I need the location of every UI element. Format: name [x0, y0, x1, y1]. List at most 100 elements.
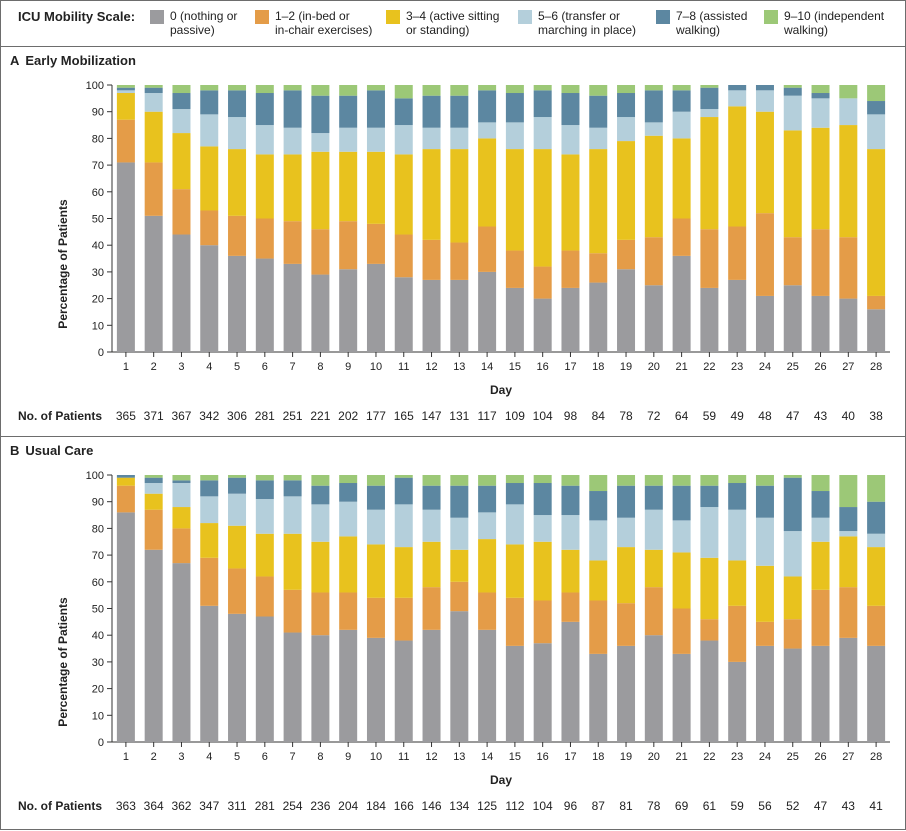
x-tick-label: 21	[675, 751, 687, 763]
x-tick-label: 19	[620, 751, 632, 763]
bar-segment	[339, 221, 358, 270]
y-tick-label: 90	[92, 497, 104, 509]
bar-segment	[617, 603, 636, 646]
x-tick-label: 23	[731, 751, 743, 763]
bar-segment	[700, 557, 719, 620]
bar-segment	[339, 475, 358, 484]
bar-segment	[783, 95, 802, 131]
bar-segment	[450, 242, 469, 280]
patient-count: 281	[254, 799, 275, 813]
bar-segment	[394, 504, 413, 548]
bar-segment	[339, 536, 358, 593]
bar-segment	[505, 250, 524, 288]
bar-segment	[478, 512, 497, 540]
x-tick-label: 9	[345, 751, 351, 763]
bar-segment	[311, 475, 330, 486]
patient-count: 78	[647, 799, 661, 813]
bar-segment	[700, 640, 719, 742]
bar-segment	[366, 475, 385, 486]
bar-segment	[339, 151, 358, 222]
patient-count: 165	[393, 409, 414, 423]
bar-segment	[339, 95, 358, 128]
bar-segment	[422, 629, 441, 742]
bar-segment	[172, 85, 191, 94]
legend-swatch	[150, 10, 164, 24]
x-tick-label: 15	[509, 361, 521, 373]
bar-segment	[867, 475, 886, 502]
x-tick-label: 14	[481, 361, 493, 373]
bar-segment	[422, 475, 441, 486]
x-axis-label: Day	[490, 773, 513, 787]
bar-segment	[755, 485, 774, 518]
bar-segment	[144, 477, 163, 484]
bar-stack	[394, 85, 413, 352]
patient-count: 311	[227, 799, 247, 813]
x-tick-label: 27	[842, 361, 854, 373]
bar-segment	[811, 85, 830, 94]
patient-count: 47	[786, 409, 800, 423]
y-tick-label: 40	[92, 240, 104, 252]
bar-segment	[672, 485, 691, 521]
bar-segment	[200, 90, 219, 115]
bar-segment	[283, 496, 302, 534]
x-tick-label: 8	[317, 751, 323, 763]
x-tick-label: 26	[814, 361, 826, 373]
bar-stack	[700, 85, 719, 352]
x-tick-label: 4	[206, 361, 212, 373]
bar-segment	[144, 215, 163, 352]
bar-segment	[672, 552, 691, 609]
bar-segment	[172, 109, 191, 134]
patient-count: 78	[619, 409, 633, 423]
bar-stack	[116, 475, 135, 742]
x-tick-label: 17	[564, 751, 576, 763]
bar-segment	[394, 477, 413, 505]
x-tick-label: 21	[675, 361, 687, 373]
bar-stack	[505, 85, 524, 352]
bar-segment	[172, 475, 191, 481]
bar-segment	[700, 475, 719, 486]
bar-segment	[144, 549, 163, 742]
bar-segment	[228, 255, 247, 352]
bar-segment	[505, 645, 524, 742]
x-tick-label: 11	[398, 361, 409, 373]
bar-segment	[505, 122, 524, 150]
x-tick-label: 12	[425, 751, 437, 763]
bar-segment	[589, 653, 608, 742]
bar-segment	[422, 127, 441, 150]
bar-stack	[672, 85, 691, 352]
patient-count: 72	[647, 409, 661, 423]
bar-segment	[422, 509, 441, 542]
bar-segment	[867, 149, 886, 296]
bar-stack	[283, 475, 302, 742]
x-tick-label: 6	[262, 361, 268, 373]
patient-count: 184	[365, 799, 386, 813]
y-tick-label: 60	[92, 187, 104, 199]
bar-segment	[561, 592, 580, 622]
bar-segment	[783, 85, 802, 88]
bar-segment	[867, 605, 886, 646]
bar-segment	[867, 501, 886, 534]
bar-stack	[867, 475, 886, 742]
x-axis-label: Day	[490, 383, 513, 397]
patient-count: 367	[171, 409, 192, 423]
bar-stack	[617, 85, 636, 352]
patient-count: 38	[869, 409, 883, 423]
bar-stack	[255, 85, 274, 352]
patient-count: 59	[730, 799, 744, 813]
bar-segment	[728, 483, 747, 510]
bar-segment	[644, 85, 663, 91]
legend-label: 3–4 (active sitting or standing)	[406, 9, 500, 37]
bar-segment	[172, 189, 191, 235]
x-tick-label: 7	[290, 751, 296, 763]
bar-segment	[478, 539, 497, 593]
bar-segment	[478, 138, 497, 227]
patient-count: 59	[702, 409, 717, 423]
bar-segment	[839, 237, 858, 299]
bar-segment	[255, 218, 274, 259]
x-tick-label: 16	[537, 751, 549, 763]
bar-segment	[561, 485, 580, 516]
patient-count: 48	[758, 409, 772, 423]
patient-count: 49	[730, 409, 744, 423]
bar-segment	[533, 298, 552, 352]
